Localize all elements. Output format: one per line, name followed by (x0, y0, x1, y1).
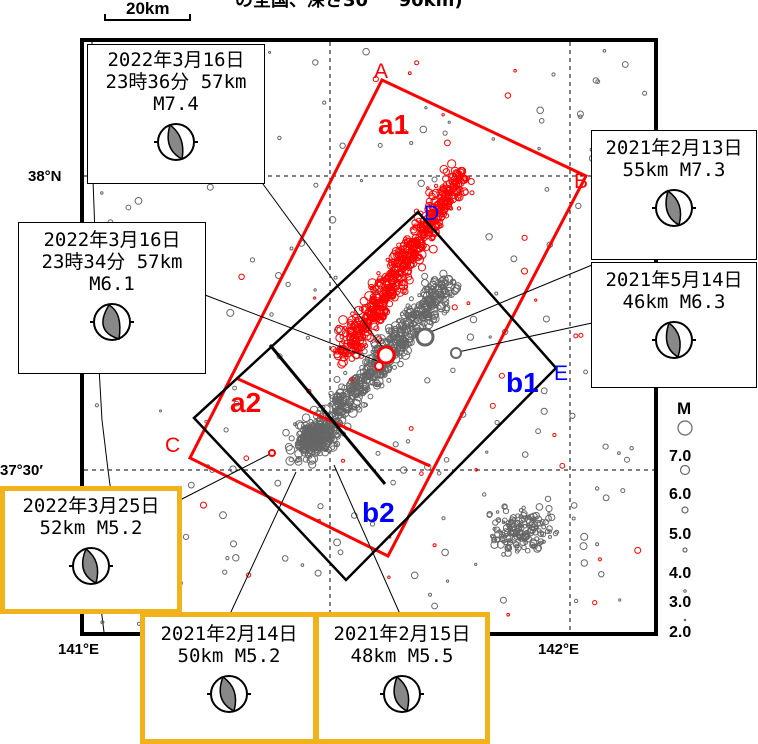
lat-38-label: 38°N (28, 168, 62, 185)
scale-label: 20km (126, 0, 169, 18)
older-events-dots (93, 47, 648, 626)
legend-title: M (677, 399, 691, 418)
legend-value: 4.0 (669, 565, 691, 582)
event-date: 2022年3月16日 (107, 49, 245, 71)
corner-b: B (574, 170, 588, 193)
subregion-b2: b2 (362, 497, 395, 528)
corner-c: C (165, 434, 180, 457)
legend-value: 7.0 (669, 448, 691, 465)
corner-a: A (374, 60, 388, 83)
subregion-a2: a2 (230, 387, 261, 418)
lon-141-label: 141°E (58, 641, 99, 658)
event-callout: 2021年5月14日 46km M6.3 (591, 262, 757, 388)
event-detail: 55km M7.3 (622, 159, 726, 181)
region-b-divider (268, 344, 387, 485)
event-detail: 52km M5.2 (39, 517, 143, 539)
lon-142-label: 142°E (538, 641, 579, 658)
event-callout: 2021年2月13日 55km M7.3 (591, 130, 757, 260)
legend-value: 2.0 (669, 624, 691, 641)
event-magnitude: M7.4 (153, 93, 199, 115)
event-detail: 48km M5.5 (350, 645, 454, 667)
subregion-labels: a1 a2 b1 b2 (230, 109, 539, 528)
corner-d: D (424, 202, 439, 225)
legend-value: 3.0 (669, 594, 691, 611)
focal-mechanism-icon (652, 189, 696, 227)
region-b-box (192, 210, 558, 582)
recent-events-dots (123, 60, 642, 617)
event-date: 2021年5月14日 (605, 269, 743, 291)
focal-mechanism-icon (69, 547, 113, 585)
event-detail: 23時36分 57km (105, 71, 247, 93)
event-callout: 2022年3月16日 23時36分 57km M7.4 (87, 44, 265, 184)
event-magnitude: M6.1 (89, 273, 135, 295)
legend-value: 6.0 (669, 486, 691, 503)
event-detail: 50km M5.2 (177, 645, 281, 667)
focal-mechanism-icon (154, 123, 198, 161)
event-date: 2022年3月16日 (43, 229, 181, 251)
event-callout-highlight: 2022年3月25日 52km M5.2 (0, 486, 182, 614)
region-a-box (187, 78, 589, 558)
legend-value: 5.0 (669, 526, 691, 543)
event-detail: 23時34分 57km (41, 251, 183, 273)
focal-mechanism-icon (207, 675, 251, 713)
corner-labels: A B C D E (165, 60, 588, 457)
event-callout-highlight: 2021年2月15日 48km M5.5 (314, 612, 490, 744)
magnitude-legend: M 7.0 6.0 5.0 4.0 3.0 2.0 (669, 399, 693, 641)
corner-e: E (554, 362, 568, 385)
event-date: 2021年2月14日 (160, 623, 298, 645)
grid (84, 42, 654, 632)
subregion-a1: a1 (378, 109, 409, 140)
event-callout-highlight: 2021年2月14日 50km M5.2 (140, 612, 318, 744)
event-detail: 46km M6.3 (622, 291, 726, 313)
header-fragment: の全国、深さ30 ー 90km) (235, 0, 463, 11)
event-date: 2022年3月25日 (22, 495, 160, 517)
main-shocks (268, 327, 462, 457)
focal-mechanism-icon (652, 321, 696, 359)
event-date: 2021年2月13日 (605, 137, 743, 159)
subregion-b1: b1 (506, 367, 539, 398)
focal-mechanism-icon (90, 303, 134, 341)
leader-lines (179, 179, 593, 615)
event-date: 2021年2月15日 (333, 623, 471, 645)
scale-bar: 20km (104, 0, 191, 21)
focal-mechanism-icon (380, 675, 424, 713)
lat-3730-label: 37°30′ (0, 462, 43, 479)
event-callout: 2022年3月16日 23時34分 57km M6.1 (18, 222, 206, 374)
